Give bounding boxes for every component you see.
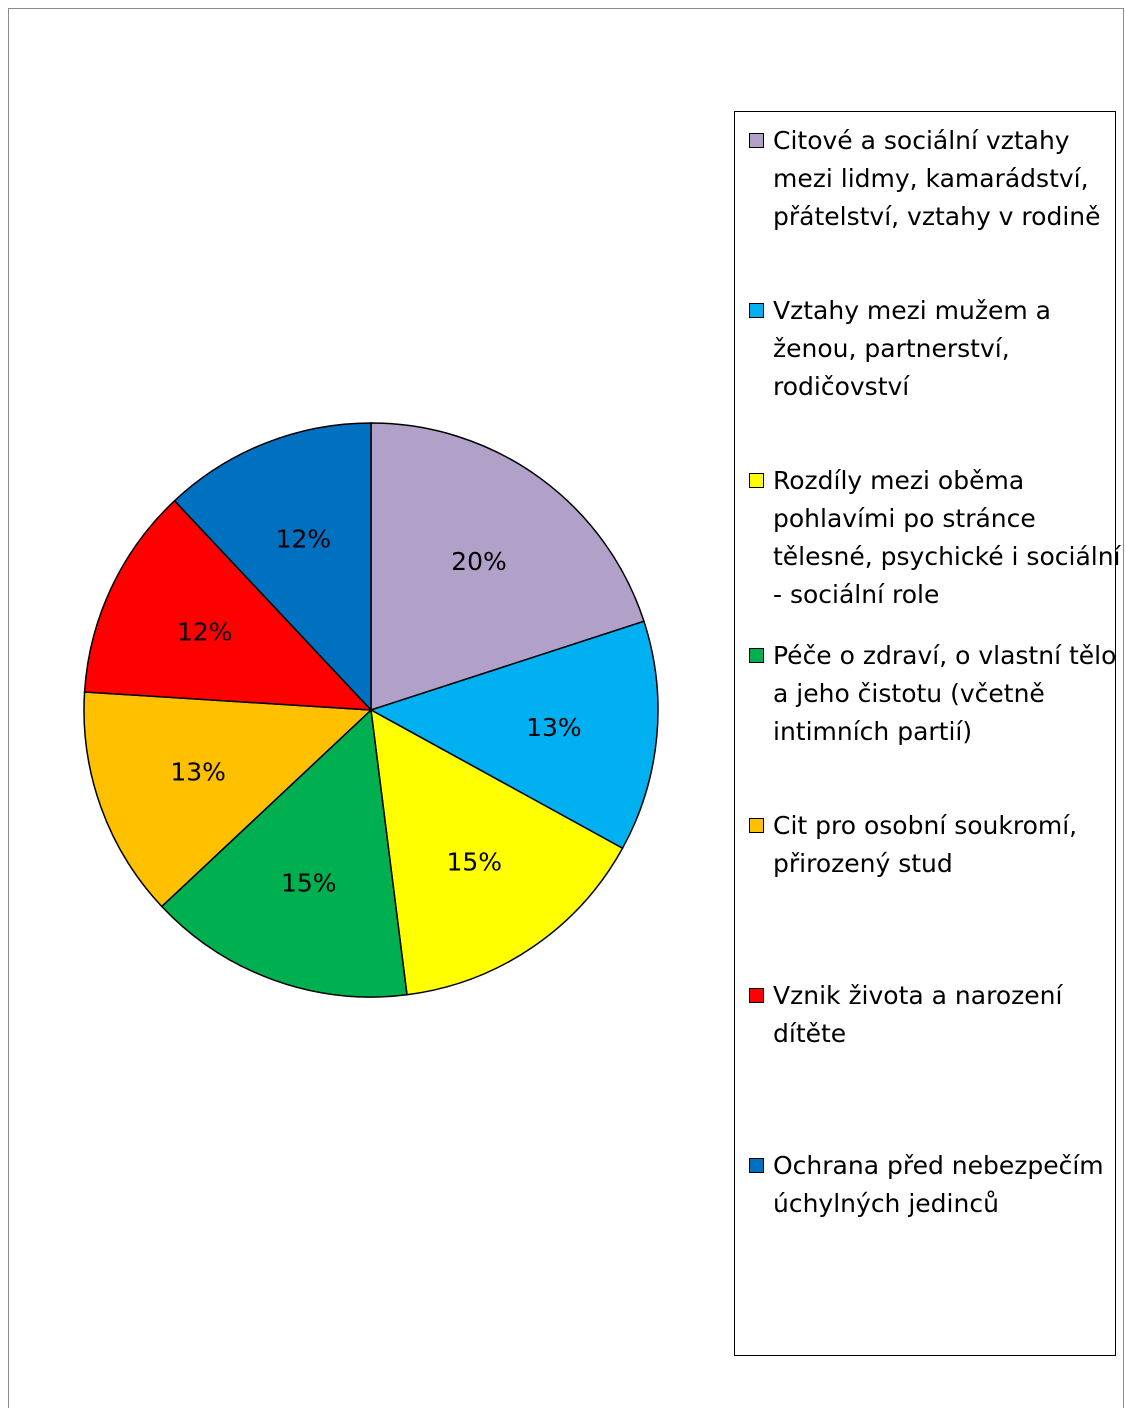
pie-slice [370, 708, 624, 996]
pie-slice [83, 691, 373, 908]
pie-slice [83, 499, 373, 711]
data-label: 15% [446, 847, 502, 876]
data-label: 12% [177, 617, 233, 646]
legend-label: Péče o zdraví, o vlastní tělo a jeho čis… [773, 641, 1117, 746]
legend-label: Cit pro osobní soukromí, přirozený stud [773, 811, 1078, 878]
pie-slice [369, 620, 659, 850]
data-label: 20% [451, 547, 507, 576]
legend-label: Vztahy mezi mužem a ženou, partnerství, … [773, 296, 1052, 401]
legend-swatch [749, 648, 764, 663]
legend-swatch [749, 473, 764, 488]
legend-label: Ochrana před nebezpečím úchylných jedinc… [773, 1151, 1104, 1218]
data-label: 13% [526, 713, 582, 742]
legend-swatch [749, 818, 764, 833]
data-label: 15% [281, 868, 337, 897]
legend: Citové a sociální vztahy mezi lidmy, kam… [734, 111, 1121, 1356]
pie-slice [370, 422, 645, 712]
chart-frame [8, 8, 1124, 1408]
legend-swatch [749, 988, 764, 1003]
legend-swatch [749, 303, 764, 318]
pie-slice [160, 708, 408, 998]
legend-swatch [749, 133, 764, 148]
data-label: 13% [170, 758, 226, 787]
legend-label: Citové a sociální vztahy mezi lidmy, kam… [773, 126, 1101, 231]
data-label: 12% [276, 525, 332, 554]
pie-slice [173, 422, 372, 712]
legend-swatch [749, 1158, 764, 1173]
legend-label: Vznik života a narození dítěte [773, 981, 1063, 1048]
legend-label: Rozdíly mezi oběma pohlavími po stránce … [773, 466, 1121, 609]
